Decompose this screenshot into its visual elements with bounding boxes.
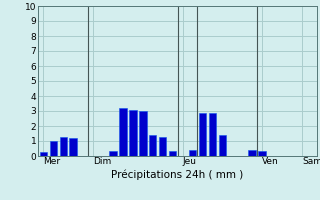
Bar (149, 135, 156, 156)
Bar (199, 112, 206, 156)
Bar (209, 113, 216, 156)
Bar (258, 151, 266, 156)
Bar (69, 138, 77, 156)
Bar (40, 152, 47, 156)
Bar (159, 137, 166, 156)
Bar (219, 135, 226, 156)
Bar (109, 151, 117, 156)
Bar (169, 151, 176, 156)
Bar (248, 150, 256, 156)
Bar (119, 108, 127, 156)
X-axis label: Précipitations 24h ( mm ): Précipitations 24h ( mm ) (111, 169, 244, 180)
Bar (129, 110, 137, 156)
Bar (189, 150, 196, 156)
Bar (60, 137, 67, 156)
Bar (139, 111, 147, 156)
Bar (50, 141, 57, 156)
